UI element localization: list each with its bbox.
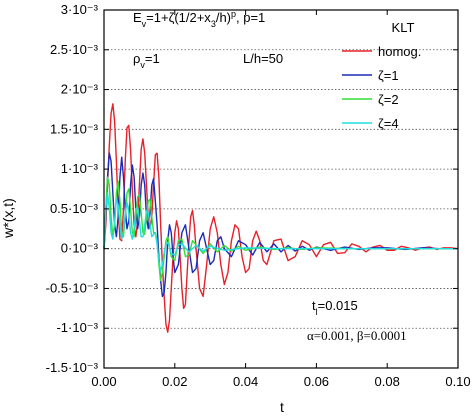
rho-annotation: ρv=1 [133,51,160,70]
legend-label: ζ=2 [378,92,399,107]
y-tick-label: -1·10⁻³ [56,320,98,335]
x-tick-label: 0.06 [304,374,329,389]
axis-ticks: -1.5·10⁻³ -1·10⁻³ -0.5·10⁻³ 0·10⁻³ 0.5·10⁻³ 1… [46,2,471,389]
x-tick-label: 0.00 [91,374,116,389]
series-line--1 [103,152,458,298]
legend-label: ζ=1 [378,68,399,83]
legend: KLT homog. ζ=1 ζ=2 ζ=4 [342,20,421,131]
legend-label: homog. [378,44,421,59]
y-axis-label: w*(x,t) [0,198,16,239]
series-line--4 [103,192,458,272]
y-tick-label: -1.5·10⁻³ [46,360,99,375]
y-tick-label: 2·10⁻³ [61,82,99,97]
y-tick-label: 2.5·10⁻³ [50,42,99,57]
y-tick-label: 3·10⁻³ [61,2,99,17]
formula-annotation: Ev=1+ζ(1/2+x3/h)p, p=1 [133,9,265,29]
legend-title: KLT [392,20,415,35]
x-tick-label: 0.08 [375,374,400,389]
damping-annotation: α=0.001, β=0.0001 [307,328,407,343]
legend-label: ζ=4 [378,116,399,131]
series-line-homog- [103,103,459,333]
tl-annotation: tl=0.015 [312,298,358,317]
grid-lines [104,49,458,329]
y-tick-label: 0·10⁻³ [61,241,99,256]
plot-frame [103,9,459,369]
y-tick-label: 0.5·10⁻³ [50,201,99,216]
x-tick-label: 0.02 [162,374,187,389]
x-tick-label: 0.04 [233,374,258,389]
x-tick-label: 0.10 [445,374,470,389]
y-tick-label: 1.5·10⁻³ [50,121,99,136]
y-tick-label: -0.5·10⁻³ [46,280,99,295]
x-axis-label: t [280,399,284,415]
y-tick-label: 1·10⁻³ [61,161,99,176]
ratio-annotation: L/h=50 [243,51,283,66]
series-lines [103,103,459,333]
